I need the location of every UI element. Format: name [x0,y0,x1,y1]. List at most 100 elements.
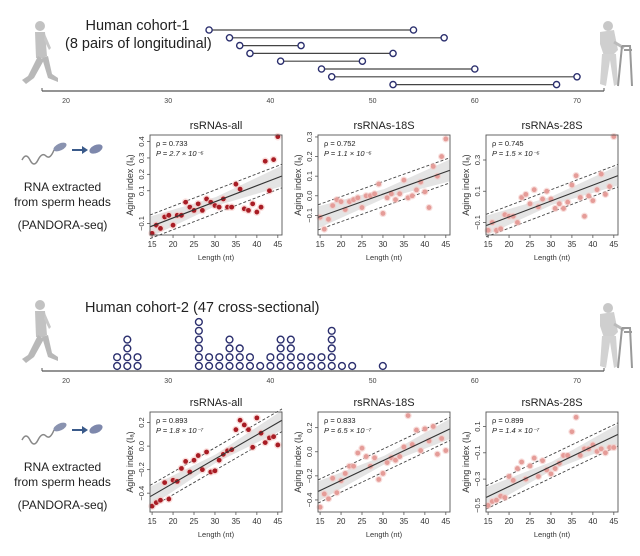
sample-circle [348,361,357,371]
timeline-tick-label: 20 [62,98,70,105]
data-point [384,460,390,466]
data-point [515,466,520,471]
p-value-annotation: P = 1.4 × 10⁻⁷ [492,426,540,435]
regression-line [317,169,451,218]
rho-annotation: ρ = 0.745 [492,139,524,148]
data-point [359,205,365,210]
data-point [540,196,545,202]
x-tick-label: 35 [567,517,576,526]
side-label-line2: from sperm heads [14,475,111,489]
sample-circle [307,353,316,362]
data-point [380,211,386,216]
sample-circle-second [470,65,479,73]
data-point [271,434,277,440]
sperm-icon-row1 [18,138,108,168]
data-point [397,191,403,197]
rho-annotation: ρ = 0.733 [156,139,188,148]
plot-frame [485,411,619,513]
panel-title: rsRNAs-18S [353,397,414,409]
sample-circle-first [327,73,336,81]
sample-circle [123,344,132,353]
data-point [199,467,205,473]
data-point [233,427,239,433]
data-point [422,189,428,195]
timeline-tick-label: 20 [62,378,70,385]
data-point [552,206,558,211]
data-point [414,427,419,433]
data-point [515,220,520,225]
sample-circle [204,361,214,371]
timeline-tick-label: 30 [164,378,172,385]
sample-circle-first [246,49,254,58]
y-tick-label: −0.3 [473,472,482,487]
sample-circle [194,344,203,353]
panel-title: rsRNAs-28S [521,397,582,409]
lower-dashed-line [317,440,451,504]
data-point [179,466,184,471]
x-tick-label: 25 [190,240,199,249]
plot-frame [485,134,619,236]
sample-circle [235,344,244,353]
x-axis-label: Length (nt) [366,530,403,539]
timeline-tick-label: 30 [164,98,172,105]
sample-circle-second [573,73,581,81]
y-axis-label: Aging index (Iₐ) [293,154,303,215]
x-tick-label: 30 [546,240,555,249]
data-point [258,204,264,210]
data-point [241,422,247,428]
timeline-tick-label: 40 [267,378,275,385]
data-point [573,173,579,179]
data-point [338,199,344,205]
data-point [569,182,575,188]
x-axis-label: Length (nt) [198,253,235,262]
sample-circle [327,326,336,335]
x-tick-label: 30 [210,517,219,526]
x-tick-label: 30 [546,517,555,526]
data-point [414,187,419,193]
y-tick-label: 0.2 [137,169,146,179]
y-axis-label: Aging index (Iₐ) [461,431,471,492]
data-point [405,413,411,419]
sample-circle [337,361,347,371]
lower-dashed-line [149,187,283,240]
sample-circle [215,353,224,362]
cohort1-title: Human cohort-1 (8 pairs of longitudinal) [65,17,212,53]
sample-circle [112,353,122,362]
x-tick-label: 45 [441,240,450,249]
data-point [548,471,554,477]
x-tick-label: 40 [252,517,261,526]
data-point [527,201,533,207]
data-point [216,457,222,463]
sample-circle [296,361,306,371]
sample-circle [266,361,275,371]
data-point [531,455,537,461]
sample-circle [307,361,316,371]
sample-circle-first [317,65,326,73]
data-point [372,455,377,461]
x-tick-label: 40 [588,240,597,249]
data-point [376,477,382,482]
data-point [355,450,361,456]
side-label-row2: RNA extracted from sperm heads (PANDORA-… [0,460,125,513]
y-tick-label: 0.1 [473,186,482,196]
sample-circle [317,353,326,362]
p-value-annotation: P = 1.5 × 10⁻⁶ [492,149,540,158]
data-point [250,444,256,450]
data-point [237,186,243,192]
data-point [376,181,382,187]
data-point [271,157,277,162]
y-tick-label: 0.1 [137,186,146,196]
sample-circle [225,353,234,362]
scatter-panel: rsRNAs-28S 15 20 25 30 35 40 45 Length (nt) −0.5 −… [461,397,619,539]
x-tick-label: 25 [526,240,535,249]
data-point [317,504,323,510]
rho-annotation: ρ = 0.752 [324,139,356,148]
lower-dashed-line [485,445,619,510]
data-point [552,466,558,471]
sample-circle [194,361,203,371]
y-tick-label: 0.2 [137,417,146,427]
timeline-tick-label: 60 [471,378,479,385]
sample-circle [327,344,336,353]
data-point [422,426,428,432]
regression-line [149,419,283,498]
